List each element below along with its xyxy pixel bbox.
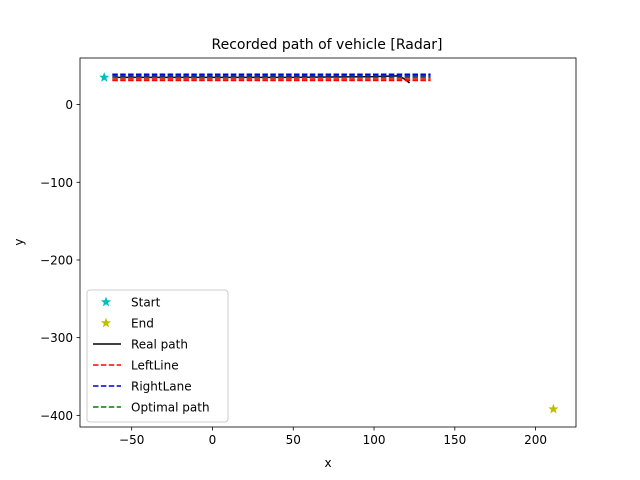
legend-label: RightLane (131, 380, 192, 394)
legend-box (86, 289, 229, 423)
x-tick-label: 50 (286, 433, 301, 447)
y-tick-label: −200 (40, 253, 73, 267)
legend-entry-leftline: LeftLine (93, 359, 179, 373)
legend-entry-optimal-path: Optimal path (93, 401, 210, 415)
legend: Start End Real path LeftLine RightLane Optima… (86, 289, 229, 423)
plot-area (99, 72, 559, 414)
legend-entry-rightlane: RightLane (93, 380, 192, 394)
legend-entry-start: Start (100, 296, 161, 310)
x-axis-label: x (324, 456, 331, 470)
x-tick-label: 100 (363, 433, 386, 447)
marker-start (99, 72, 110, 82)
y-tick-label: −100 (40, 176, 73, 190)
x-tick-label: 0 (209, 433, 217, 447)
legend-entry-real-path: Real path (93, 338, 188, 352)
legend-label: LeftLine (131, 359, 179, 373)
x-tick-label: −50 (119, 433, 144, 447)
axes-frame (79, 57, 577, 428)
y-tick-label: −400 (40, 409, 73, 423)
x-tick-label: 150 (443, 433, 466, 447)
legend-entry-end: End (100, 317, 154, 331)
series-group (99, 72, 559, 414)
y-tick-label: −300 (40, 331, 73, 345)
legend-label: Start (131, 296, 161, 310)
x-tick-label: 200 (524, 433, 547, 447)
marker-end (548, 403, 559, 414)
chart-title: Recorded path of vehicle [Radar] (212, 37, 443, 53)
y-tick-label: 0 (65, 98, 73, 112)
y-axis-label: y (12, 238, 26, 245)
legend-marker (100, 317, 112, 328)
legend-label: Optimal path (131, 401, 210, 415)
axes: −50 0 50 100 150 200 0 −100 −200 −300 −400 (40, 57, 577, 447)
legend-label: Real path (131, 338, 188, 352)
legend-label: End (131, 317, 154, 331)
legend-marker (100, 296, 112, 307)
